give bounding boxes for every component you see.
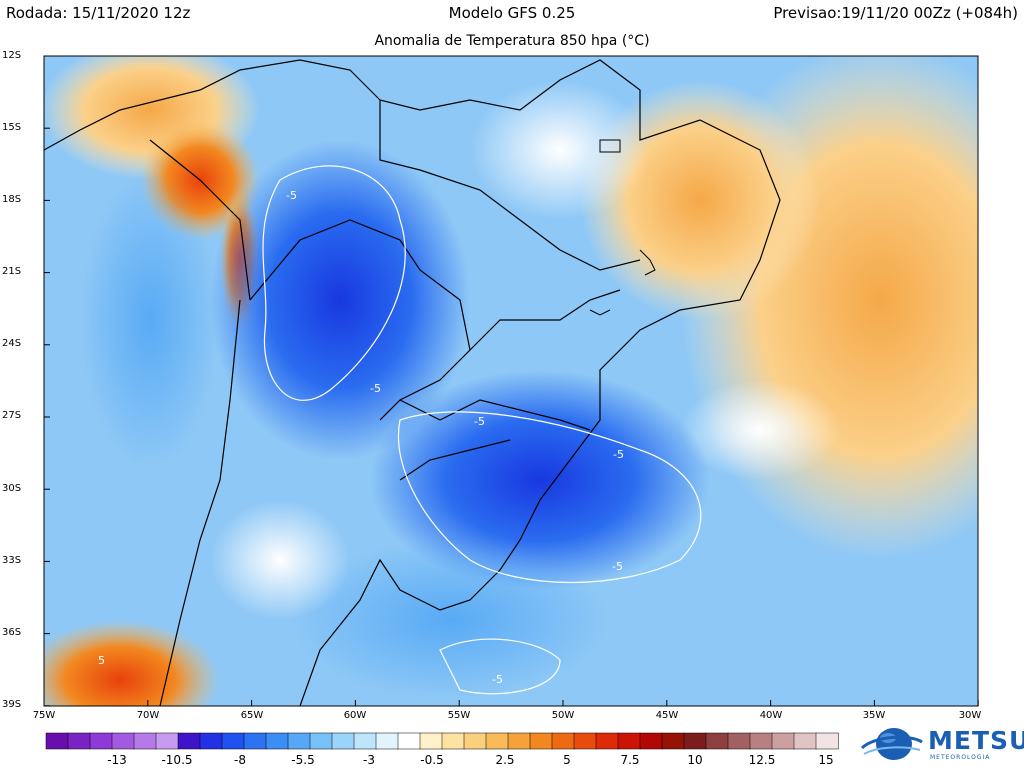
colorbar-swatch (419, 732, 443, 750)
colorbar-swatch (815, 732, 839, 750)
run-label: Rodada: 15/11/2020 12z (6, 4, 191, 22)
colorbar-swatch (353, 732, 377, 750)
colorbar-tick-label: -5.5 (291, 753, 315, 767)
logo-name: METSUL (928, 726, 1024, 755)
contour-label: 5 (98, 654, 105, 667)
colorbar-swatch (661, 732, 685, 750)
colorbar-swatch (727, 732, 751, 750)
lat-label: 33S (2, 555, 22, 566)
contour-label: -5 (370, 382, 381, 395)
lon-ticks (43, 700, 979, 706)
lon-label: 75W (32, 710, 56, 721)
colorbar-swatch (793, 732, 817, 750)
colorbar-swatch (441, 732, 465, 750)
lon-label: 45W (655, 710, 679, 721)
colorbar-swatch (177, 732, 201, 750)
contour-label: -5 (612, 560, 623, 573)
lon-label: 65W (240, 710, 264, 721)
colorbar-swatch (551, 732, 575, 750)
model-label: Modelo GFS 0.25 (448, 4, 576, 22)
lat-label: 18S (2, 194, 22, 205)
lat-ticks (44, 55, 50, 707)
forecast-label: Previsao:19/11/20 00Zz (+084h) (773, 4, 1018, 22)
colorbar-swatch (375, 732, 399, 750)
contour-label: -5 (286, 189, 297, 202)
colorbar-swatch (89, 732, 113, 750)
lat-label: 24S (2, 338, 22, 349)
colorbar-swatch (683, 732, 707, 750)
colorbar-swatch (639, 732, 663, 750)
colorbar-tick-label: 7.5 (620, 753, 640, 767)
colorbar-swatch (243, 732, 267, 750)
colorbar-tick-label: 12.5 (748, 753, 776, 767)
lon-label: 35W (862, 710, 886, 721)
colorbar-tick-label: -10.5 (161, 753, 193, 767)
lat-label: 30S (2, 483, 22, 494)
colorbar-tick-label: -0.5 (420, 753, 444, 767)
colorbar-swatch (199, 732, 223, 750)
lon-label: 50W (551, 710, 575, 721)
colorbar-swatch (309, 732, 333, 750)
colorbar-swatch (155, 732, 179, 750)
colorbar-tick-label: 10 (687, 753, 703, 767)
colorbar-swatch (287, 732, 311, 750)
colorbar-swatch (111, 732, 135, 750)
colorbar-swatch (67, 732, 91, 750)
lat-label: 36S (2, 627, 22, 638)
lat-label: 12S (2, 50, 22, 61)
colorbar-swatch (397, 732, 421, 750)
colorbar-tick-label: -3 (363, 753, 375, 767)
contour-label: -5 (492, 673, 503, 686)
colorbar-swatch (573, 732, 597, 750)
lat-label: 27S (2, 410, 22, 421)
colorbar-swatch (45, 732, 69, 750)
colorbar-swatch (133, 732, 157, 750)
lon-label: 30W (958, 710, 982, 721)
logo-tagline: METEOROLOGIA (930, 754, 991, 761)
colorbar-swatch (617, 732, 641, 750)
colorbar-swatch (507, 732, 531, 750)
colorbar-swatch (221, 732, 245, 750)
colorbar-tick-label: 5 (563, 753, 571, 767)
metsul-logo: METSUL METEOROLOGIA (860, 722, 1024, 768)
globe-icon (860, 728, 923, 760)
colorbar-swatch (595, 732, 619, 750)
colorbar-swatch (463, 732, 487, 750)
lon-label: 60W (343, 710, 367, 721)
colorbar-tick-label: 2.5 (495, 753, 515, 767)
lat-label: 39S (2, 699, 22, 710)
colorbar-swatch (705, 732, 729, 750)
colorbar-swatch (529, 732, 553, 750)
lon-label: 55W (447, 710, 471, 721)
map-frame (43, 55, 979, 707)
colorbar-swatch (771, 732, 795, 750)
colorbar-tick-label: -13 (107, 753, 127, 767)
colorbar-swatch (749, 732, 773, 750)
colorbar-tick-label: -8 (234, 753, 246, 767)
colorbar-swatch (265, 732, 289, 750)
coast-outlines (589, 139, 656, 316)
map-title: Anomalia de Temperatura 850 hpa (°C) (374, 33, 650, 49)
colorbar-swatch (331, 732, 355, 750)
lon-label: 70W (136, 710, 160, 721)
contour-label: -5 (474, 415, 485, 428)
contour-labels: -5 -5 -5 -5 -5 -5 5 (98, 189, 624, 686)
lat-label: 21S (2, 266, 22, 277)
colorbar (45, 732, 839, 750)
colorbar-tick-label: 15 (818, 753, 834, 767)
minus-five-contours (262, 165, 702, 695)
lat-label: 15S (2, 122, 22, 133)
country-borders (43, 59, 781, 707)
colorbar-swatch (485, 732, 509, 750)
contour-label: -5 (613, 448, 624, 461)
lon-label: 40W (759, 710, 783, 721)
